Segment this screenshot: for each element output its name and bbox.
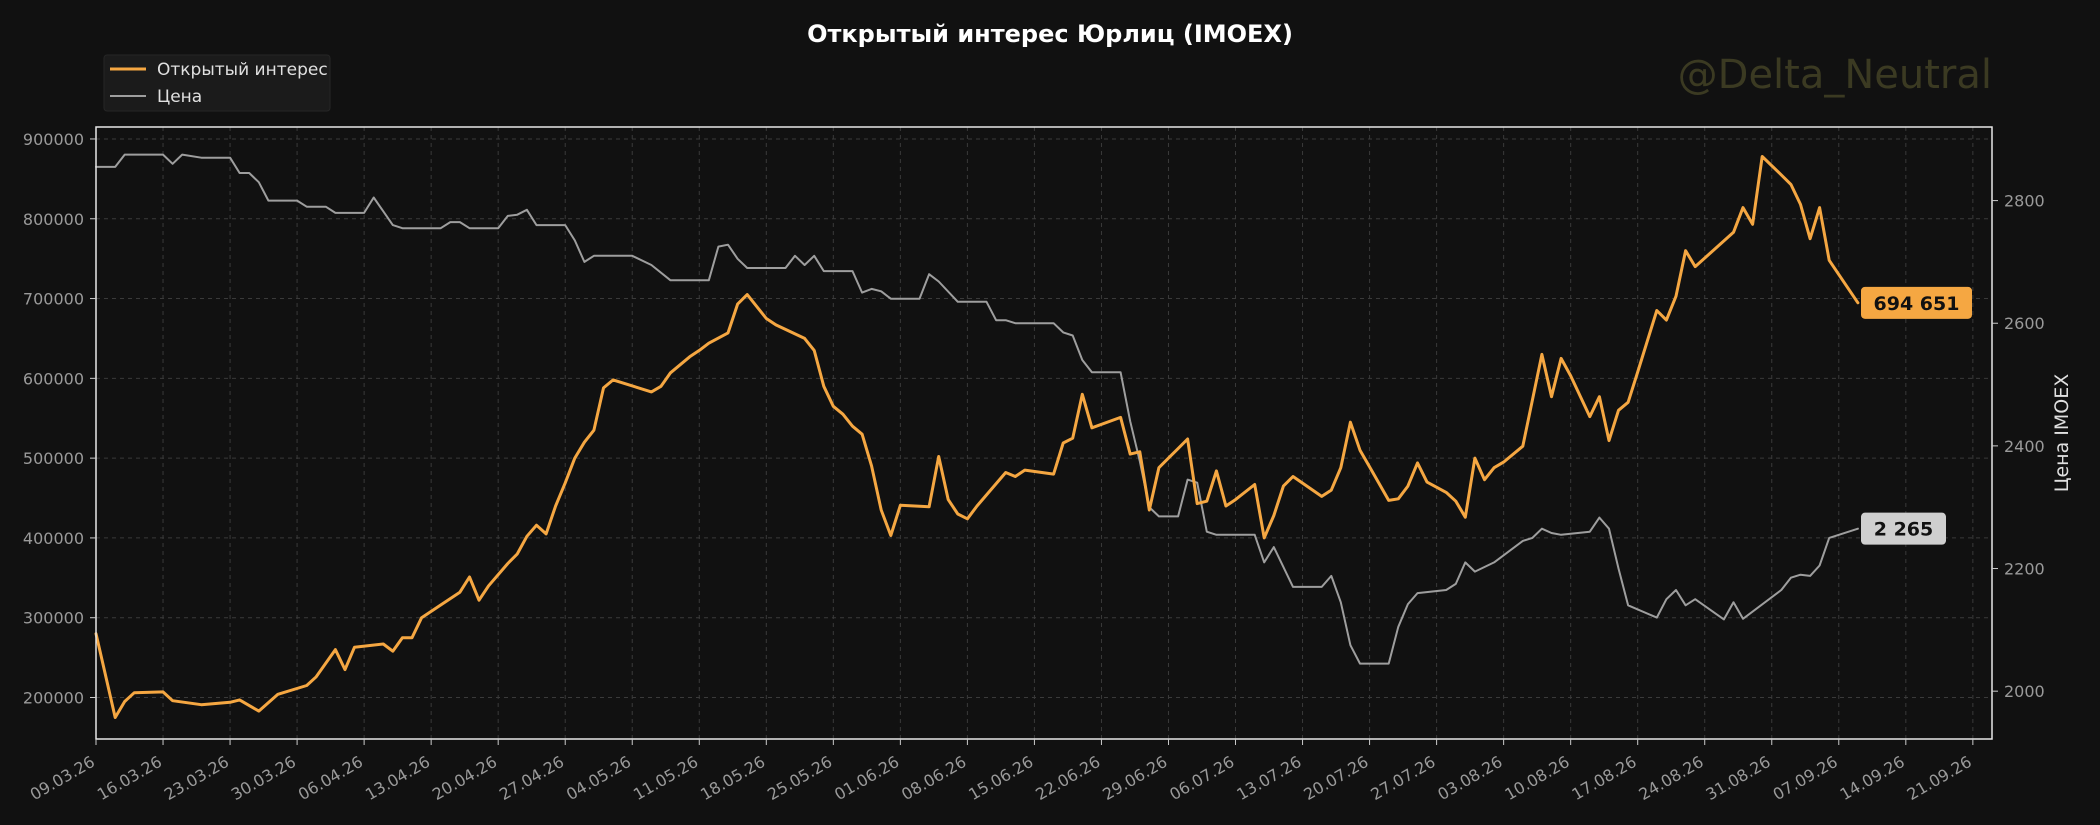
y-left-tick-label: 700000 — [23, 290, 84, 309]
chart-title: Открытый интерес Юрлиц (IMOEX) — [807, 20, 1293, 48]
y-right-tick-label: 2400 — [2004, 437, 2045, 456]
badge-price-text: 2 265 — [1874, 519, 1934, 541]
plot-frame — [95, 126, 1993, 740]
legend: Открытый интерес Цена — [103, 54, 331, 112]
legend-label-oi: Открытый интерес — [157, 60, 328, 80]
y-right-tick-label: 2800 — [2004, 192, 2045, 211]
watermark-text: @Delta_Neutral — [1678, 52, 1992, 98]
y-right-tick-label: 2200 — [2004, 560, 2045, 579]
badge-open-interest — [1861, 286, 1972, 319]
y-right-tick-label: 2000 — [2004, 682, 2045, 701]
last-value-badges: 694 651 2 265 — [1861, 286, 1972, 545]
y-axis-right-label: Цена IMOEX — [2051, 374, 2073, 493]
legend-label-price: Цена — [157, 87, 202, 107]
grid — [95, 127, 1992, 739]
series-line-open-interest — [94, 155, 1860, 719]
badge-open-interest-text: 694 651 — [1874, 293, 1960, 315]
y-left-tick-label: 500000 — [23, 449, 84, 468]
plot-series — [94, 153, 1860, 719]
y-left-tick-label: 200000 — [23, 689, 84, 708]
y-left-tick-label: 800000 — [23, 210, 84, 229]
series-line-price — [95, 153, 1859, 665]
y-left-tick-label: 900000 — [23, 130, 84, 149]
legend-box — [103, 54, 331, 112]
y-left-tick-label: 400000 — [23, 529, 84, 548]
badge-price — [1861, 512, 1946, 545]
y-left-tick-label: 600000 — [23, 369, 84, 388]
y-right-tick-label: 2600 — [2004, 314, 2045, 333]
y-left-tick-label: 300000 — [23, 609, 84, 628]
